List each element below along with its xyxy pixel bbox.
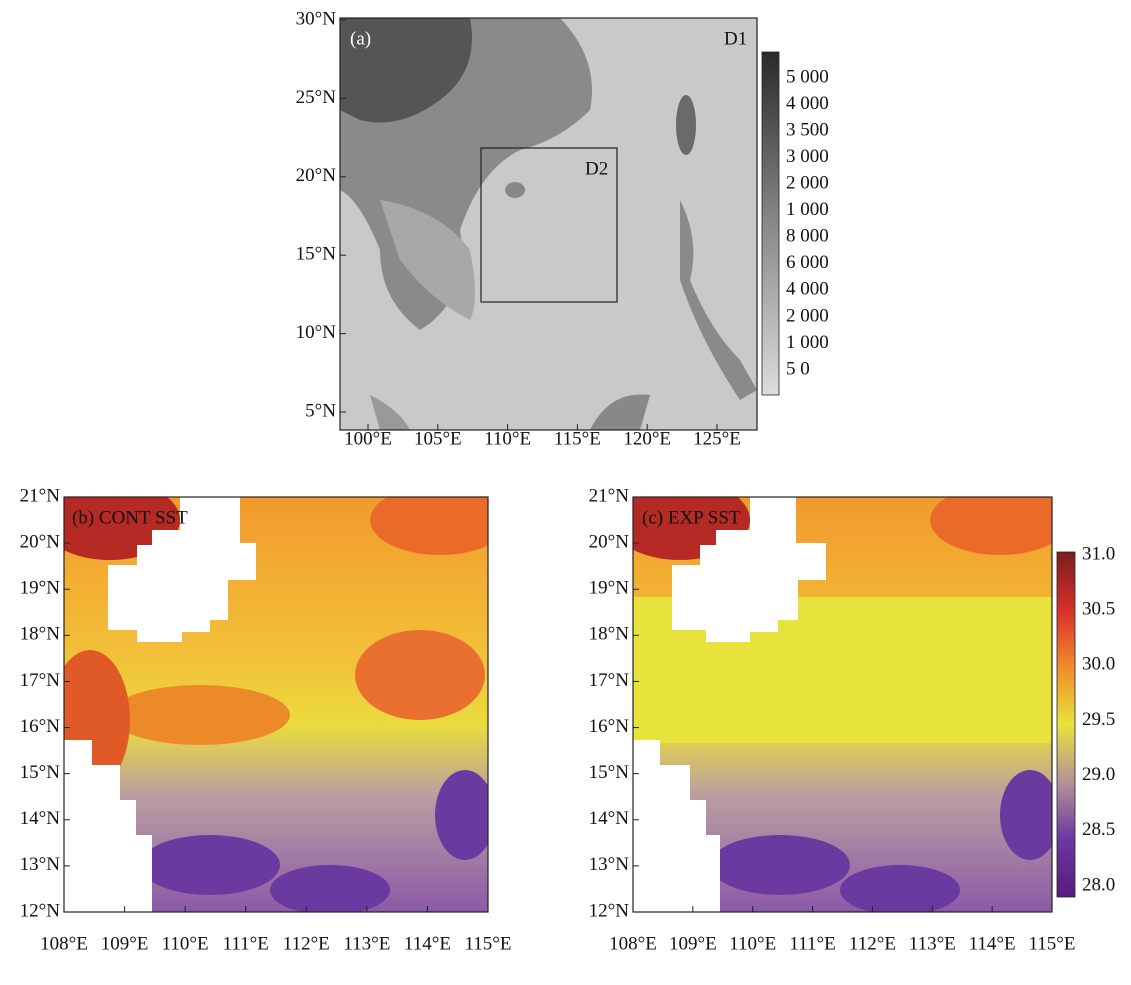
y-tick-label: 12°N xyxy=(589,900,630,921)
x-tick-label: 125°E xyxy=(693,428,741,449)
colorbar-label: 2 000 xyxy=(786,173,829,194)
colorbar-label: 28.5 xyxy=(1082,819,1115,840)
colorbar-label: 6 000 xyxy=(786,252,829,273)
x-tick-label: 115°E xyxy=(465,933,512,954)
colorbar-label: 3 500 xyxy=(786,119,829,140)
y-tick-label: 20°N xyxy=(296,165,337,186)
colorbar-label: 4 000 xyxy=(786,93,829,114)
x-tick-label: 115°E xyxy=(554,428,601,449)
y-tick-label: 21°N xyxy=(20,485,61,506)
panel-label: (c) EXP SST xyxy=(642,507,741,528)
x-tick-label: 110°E xyxy=(484,428,531,449)
x-tick-label: 105°E xyxy=(414,428,462,449)
y-tick-label: 10°N xyxy=(296,322,337,343)
x-tick-label: 100°E xyxy=(344,428,392,449)
x-tick-label: 114°E xyxy=(404,933,451,954)
sst-map xyxy=(633,497,1052,912)
y-tick-label: 21°N xyxy=(589,485,630,506)
y-tick-label: 17°N xyxy=(589,670,630,691)
colorbar-label: 3 000 xyxy=(786,146,829,167)
x-tick-label: 115°E xyxy=(1029,933,1076,954)
x-tick-label: 113°E xyxy=(343,933,390,954)
colorbar-label: 8 000 xyxy=(786,226,829,247)
y-tick-label: 15°N xyxy=(589,762,630,783)
x-tick-label: 109°E xyxy=(669,933,717,954)
y-tick-label: 12°N xyxy=(20,900,61,921)
x-tick-label: 114°E xyxy=(969,933,1016,954)
x-tick-label: 120°E xyxy=(623,428,671,449)
colorbar-label: 2 000 xyxy=(786,305,829,326)
y-tick-label: 20°N xyxy=(20,531,61,552)
x-tick-label: 111°E xyxy=(789,933,835,954)
y-tick-label: 18°N xyxy=(589,624,630,645)
y-tick-label: 19°N xyxy=(589,578,630,599)
sst-map xyxy=(64,497,488,912)
y-tick-label: 13°N xyxy=(20,854,61,875)
y-tick-label: 13°N xyxy=(589,854,630,875)
y-tick-label: 5°N xyxy=(305,400,336,421)
x-tick-label: 110°E xyxy=(162,933,209,954)
colorbar-label: 28.0 xyxy=(1082,874,1115,895)
colorbar-label: 1 000 xyxy=(786,199,829,220)
x-tick-label: 108°E xyxy=(609,933,657,954)
colorbar-label: 29.5 xyxy=(1082,709,1115,730)
domain-label: D1 xyxy=(724,28,747,49)
terrain-map xyxy=(340,18,757,430)
x-tick-label: 112°E xyxy=(849,933,896,954)
colorbar-label: 1 000 xyxy=(786,332,829,353)
y-tick-label: 14°N xyxy=(589,808,630,829)
x-tick-label: 108°E xyxy=(40,933,88,954)
colorbar-label: 5 0 xyxy=(786,358,810,379)
y-tick-label: 17°N xyxy=(20,670,61,691)
y-tick-label: 14°N xyxy=(20,808,61,829)
colorbar-label: 29.0 xyxy=(1082,764,1115,785)
y-tick-label: 25°N xyxy=(296,87,337,108)
x-tick-label: 109°E xyxy=(101,933,149,954)
y-tick-label: 16°N xyxy=(20,716,61,737)
x-tick-label: 113°E xyxy=(909,933,956,954)
y-tick-label: 16°N xyxy=(589,716,630,737)
y-tick-label: 30°N xyxy=(296,8,337,29)
x-tick-label: 110°E xyxy=(729,933,776,954)
panel-label: (b) CONT SST xyxy=(72,507,188,528)
y-tick-label: 15°N xyxy=(296,244,337,265)
colorbar-label: 30.0 xyxy=(1082,654,1115,675)
colorbar-label: 5 000 xyxy=(786,66,829,87)
x-tick-label: 111°E xyxy=(223,933,269,954)
y-tick-label: 20°N xyxy=(589,531,630,552)
colorbar-label: 30.5 xyxy=(1082,599,1115,620)
x-tick-label: 112°E xyxy=(283,933,330,954)
y-tick-label: 15°N xyxy=(20,762,61,783)
y-tick-label: 18°N xyxy=(20,624,61,645)
panel-label: (a) xyxy=(350,28,371,49)
colorbar-label: 4 000 xyxy=(786,279,829,300)
y-tick-label: 19°N xyxy=(20,578,61,599)
domain-label: D2 xyxy=(585,158,608,179)
colorbar-label: 31.0 xyxy=(1082,543,1115,564)
